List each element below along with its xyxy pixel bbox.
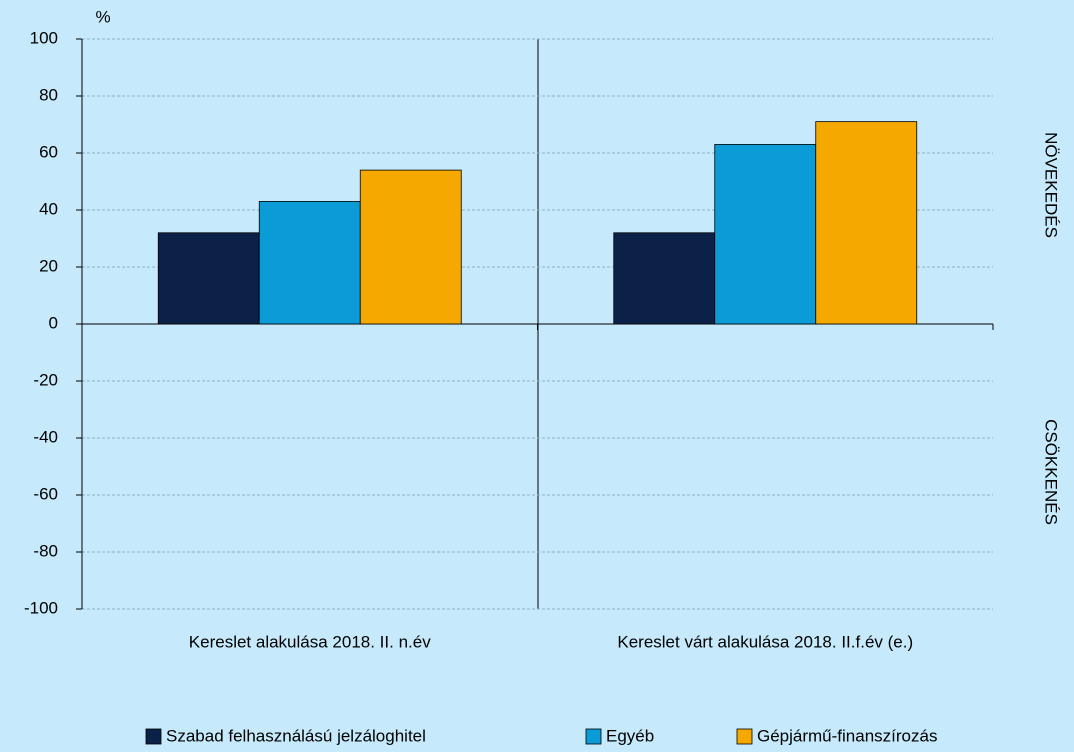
annotation: NÖVEKEDÉS [1042, 132, 1061, 238]
y-tick-label: -80 [33, 541, 58, 560]
unit-label: % [95, 7, 110, 26]
y-tick-label: 100 [30, 28, 58, 47]
y-tick-label: 40 [39, 199, 58, 218]
y-tick-label: 60 [39, 142, 58, 161]
annotation: CSÖKKENÉS [1042, 419, 1061, 525]
legend-label: Gépjármű-finanszírozás [757, 726, 937, 745]
y-tick-label: -60 [33, 484, 58, 503]
bar [359, 169, 462, 325]
y-tick-label: -20 [33, 370, 58, 389]
y-tick-label: 80 [39, 85, 58, 104]
bar [714, 144, 817, 325]
y-tick-label: -100 [24, 598, 58, 617]
x-tick-label: Kereslet alakulása 2018. II. n.év [189, 632, 431, 651]
y-tick-label: 0 [49, 313, 58, 332]
bar [258, 201, 361, 325]
x-tick-label: Kereslet várt alakulása 2018. II.f.év (e… [617, 632, 913, 651]
bar [815, 121, 918, 325]
bar [613, 232, 716, 325]
legend-swatch [585, 728, 602, 745]
legend-swatch [736, 728, 753, 745]
y-tick-label: -40 [33, 427, 58, 446]
legend-label: Egyéb [606, 726, 654, 745]
bar [157, 232, 260, 325]
legend-swatch [145, 728, 162, 745]
y-tick-label: 20 [39, 256, 58, 275]
legend-label: Szabad felhasználású jelzáloghitel [166, 726, 426, 745]
